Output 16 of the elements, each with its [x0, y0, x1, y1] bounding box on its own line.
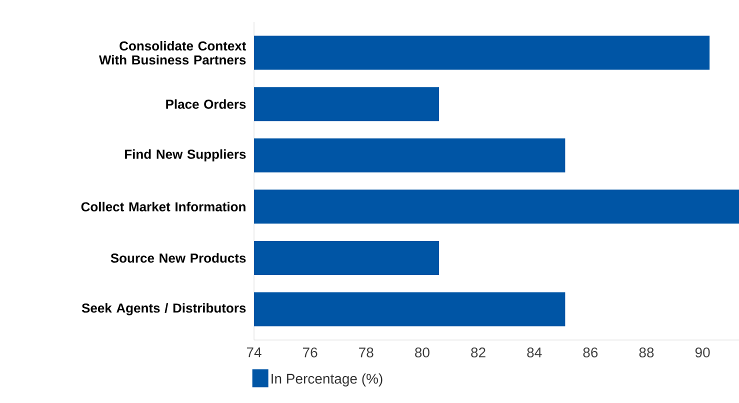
- x-tick-label: 74: [246, 348, 262, 358]
- y-tick-label: Seek Agents / Distributors: [82, 303, 246, 316]
- x-tick-label: 84: [527, 348, 542, 358]
- x-tick-label: 78: [359, 348, 374, 358]
- x-tick-label: 76: [303, 348, 318, 358]
- y-tick-label: Source New Products: [110, 253, 246, 263]
- x-tick-label: 80: [415, 348, 430, 358]
- x-tick-label: 86: [583, 348, 598, 358]
- y-tick-label: Find New Suppliers: [125, 149, 246, 162]
- x-tick-label: 88: [639, 348, 654, 358]
- y-tick-label: Place Orders: [166, 99, 246, 109]
- legend-label: In Percentage (%): [272, 373, 382, 386]
- x-tick-label: 90: [695, 348, 710, 358]
- y-tick-label: Consolidate Context With Business Partners: [98, 41, 246, 65]
- x-tick-label: 82: [471, 348, 486, 358]
- y-tick-label: Collect Market Information: [81, 202, 246, 212]
